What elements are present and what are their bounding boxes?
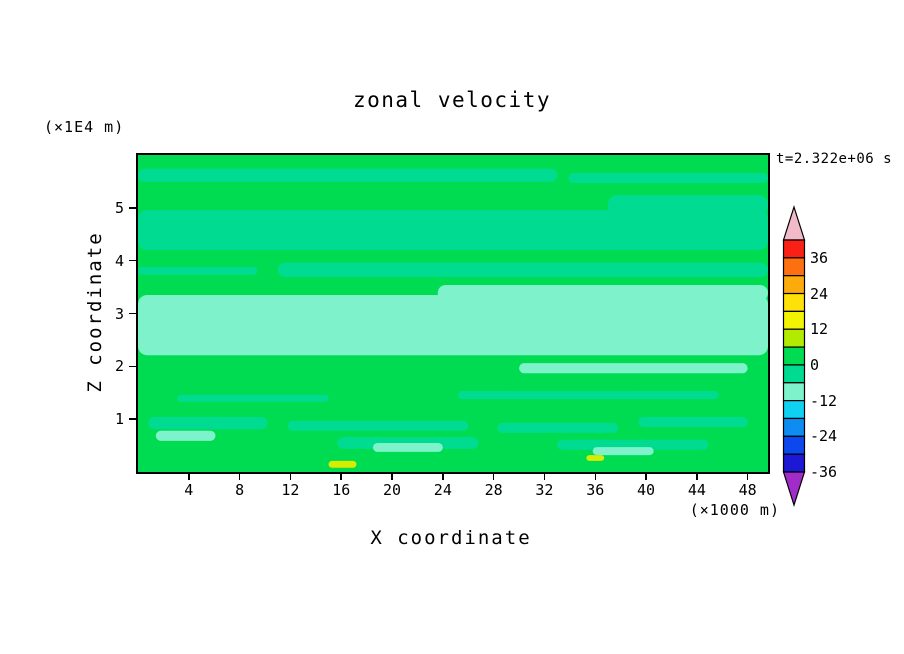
y-tick-label: 2 <box>114 357 124 376</box>
x-tick-label: 40 <box>637 481 656 499</box>
contour-region <box>557 439 709 450</box>
y-tick-mark <box>129 207 136 209</box>
colorbar <box>782 205 806 507</box>
colorbar-tick-label: -12 <box>810 391 838 410</box>
x-tick-mark <box>188 473 190 480</box>
plot-area <box>136 153 770 474</box>
chart-title: zonal velocity <box>352 88 551 112</box>
x-tick-mark <box>645 473 647 480</box>
colorbar-segment <box>782 310 806 330</box>
contour-region <box>138 209 768 251</box>
x-tick-mark <box>746 473 749 480</box>
x-tick-mark <box>289 473 292 480</box>
colorbar-segment <box>782 364 806 384</box>
contour-region <box>277 262 768 278</box>
contour-region <box>287 420 469 431</box>
x-tick-mark <box>442 473 444 480</box>
x-tick-mark <box>543 473 546 480</box>
colorbar-tick-label: 24 <box>810 284 829 303</box>
contour-field <box>138 155 768 472</box>
contour-region <box>337 437 479 449</box>
x-tick-label: 8 <box>235 481 245 499</box>
contour-region <box>138 295 768 356</box>
contour-region <box>458 391 719 400</box>
colorbar-segment <box>782 435 806 455</box>
contour-region <box>586 455 605 461</box>
colorbar-segment <box>782 239 806 259</box>
y-tick-mark <box>129 418 136 420</box>
contour-region <box>592 447 654 456</box>
y-tick-label: 1 <box>114 410 124 429</box>
contour-region <box>497 422 619 433</box>
contour-region <box>328 460 357 468</box>
x-tick-mark <box>492 473 495 480</box>
contour-region <box>138 168 558 182</box>
x-tick-label: 24 <box>433 481 452 499</box>
contour-region <box>519 363 748 374</box>
colorbar-segment <box>782 328 806 348</box>
x-tick-label: 36 <box>586 481 605 499</box>
colorbar-segment <box>782 257 806 277</box>
colorbar-segment <box>782 346 806 366</box>
y-axis-title: Z coordinate <box>84 231 106 393</box>
y-axis-units-label: (×1E4 m) <box>44 118 125 136</box>
colorbar-tick-label: -36 <box>810 463 838 481</box>
contour-region <box>437 284 768 301</box>
colorbar-segment <box>782 417 806 437</box>
contour-region <box>568 172 768 184</box>
x-tick-label: 48 <box>738 481 757 499</box>
colorbar-under-arrow <box>782 471 806 507</box>
contour-region <box>155 430 216 441</box>
contour-region <box>177 394 329 402</box>
colorbar-tick-label: 36 <box>810 248 829 267</box>
x-tick-mark <box>340 473 342 480</box>
colorbar-tick-label: 0 <box>810 355 820 374</box>
x-tick-label: 32 <box>535 481 554 499</box>
colorbar-segment <box>782 292 806 312</box>
colorbar-segment <box>782 275 806 295</box>
y-tick-mark <box>129 312 136 315</box>
contour-region <box>138 267 258 275</box>
x-tick-label: 12 <box>281 481 300 499</box>
y-tick-mark <box>129 365 136 368</box>
time-annotation: t=2.322e+06 s <box>776 151 893 167</box>
colorbar-tick-label: 12 <box>810 320 829 339</box>
contour-region <box>148 417 268 430</box>
contour-region <box>372 442 443 452</box>
x-tick-mark <box>391 473 393 480</box>
colorbar-tick-label: -24 <box>810 427 838 446</box>
y-tick-label: 3 <box>114 304 124 323</box>
x-tick-label: 16 <box>332 481 351 499</box>
x-tick-label: 4 <box>184 481 194 499</box>
y-tick-label: 5 <box>114 198 124 217</box>
x-tick-mark <box>594 473 596 480</box>
x-tick-label: 20 <box>383 481 402 499</box>
x-tick-mark <box>696 473 698 480</box>
y-tick-label: 4 <box>114 251 124 270</box>
colorbar-over-arrow <box>782 205 806 241</box>
x-tick-label: 44 <box>687 481 706 499</box>
x-axis-title: X coordinate <box>370 527 532 549</box>
x-tick-label: 28 <box>484 481 503 499</box>
x-tick-mark <box>238 473 241 480</box>
y-tick-mark <box>129 259 136 262</box>
colorbar-segment <box>782 382 806 402</box>
colorbar-segment <box>782 400 806 420</box>
contour-region <box>638 417 748 428</box>
x-axis-units-label: (×1000 m) <box>689 501 780 519</box>
colorbar-segment <box>782 453 806 473</box>
